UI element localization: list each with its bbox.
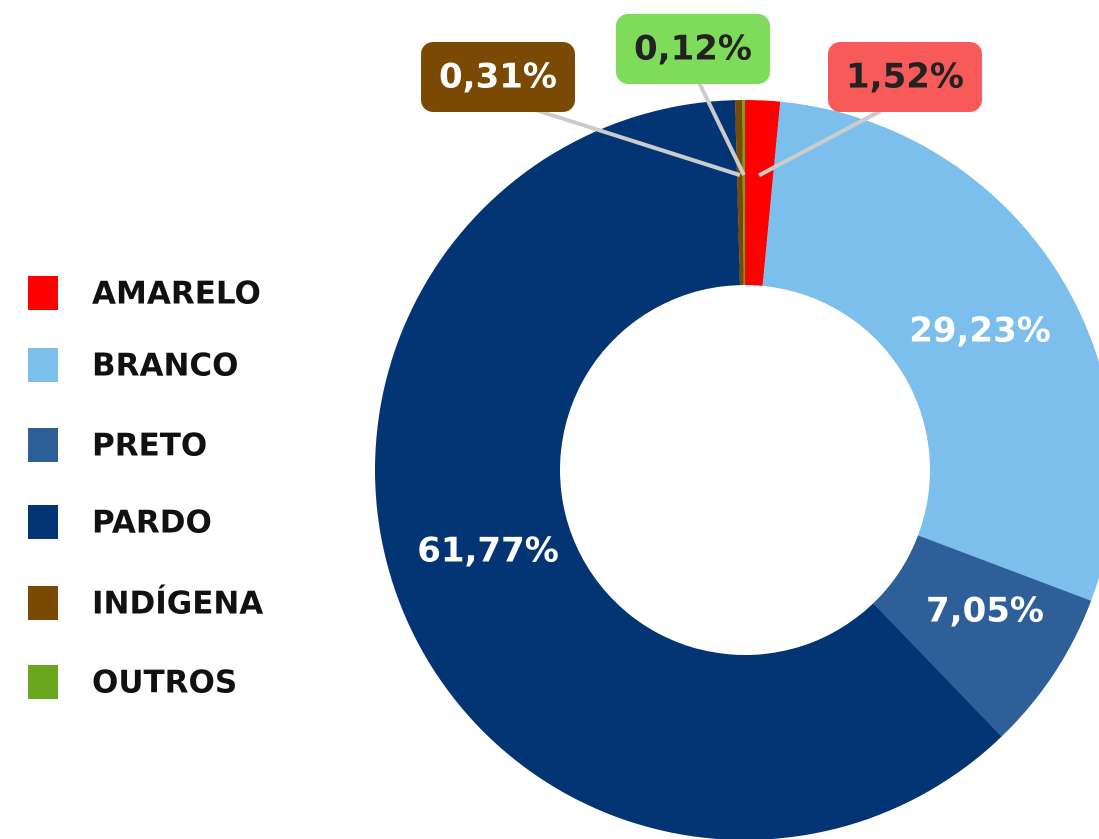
legend-swatch [28,428,58,462]
legend-swatch [28,348,58,382]
data-label: 0,12% [634,29,752,69]
slice [873,535,1092,737]
legend-label: INDÍGENA [92,586,263,622]
data-label: 1,52% [846,57,964,97]
data-label: 29,23% [909,311,1051,351]
slice [762,101,1099,601]
legend-label: BRANCO [92,348,239,384]
slice [742,100,745,286]
slice [375,100,1002,839]
legend-label: OUTROS [92,665,237,701]
legend-label: PRETO [92,428,207,464]
leader-line [691,69,746,176]
slice [735,100,744,286]
legend-swatch [28,276,58,310]
data-label: 61,77% [417,531,559,571]
label-box [828,42,982,112]
label-box [421,42,575,112]
legend-label: AMARELO [92,276,261,312]
legend-swatch [28,665,58,699]
data-label: 7,05% [926,591,1044,631]
legend-swatch [28,505,58,539]
label-box [616,14,770,84]
legend-label: PARDO [92,505,212,541]
data-label: 0,31% [439,57,557,97]
slice [745,100,781,286]
legend-swatch [28,586,58,620]
